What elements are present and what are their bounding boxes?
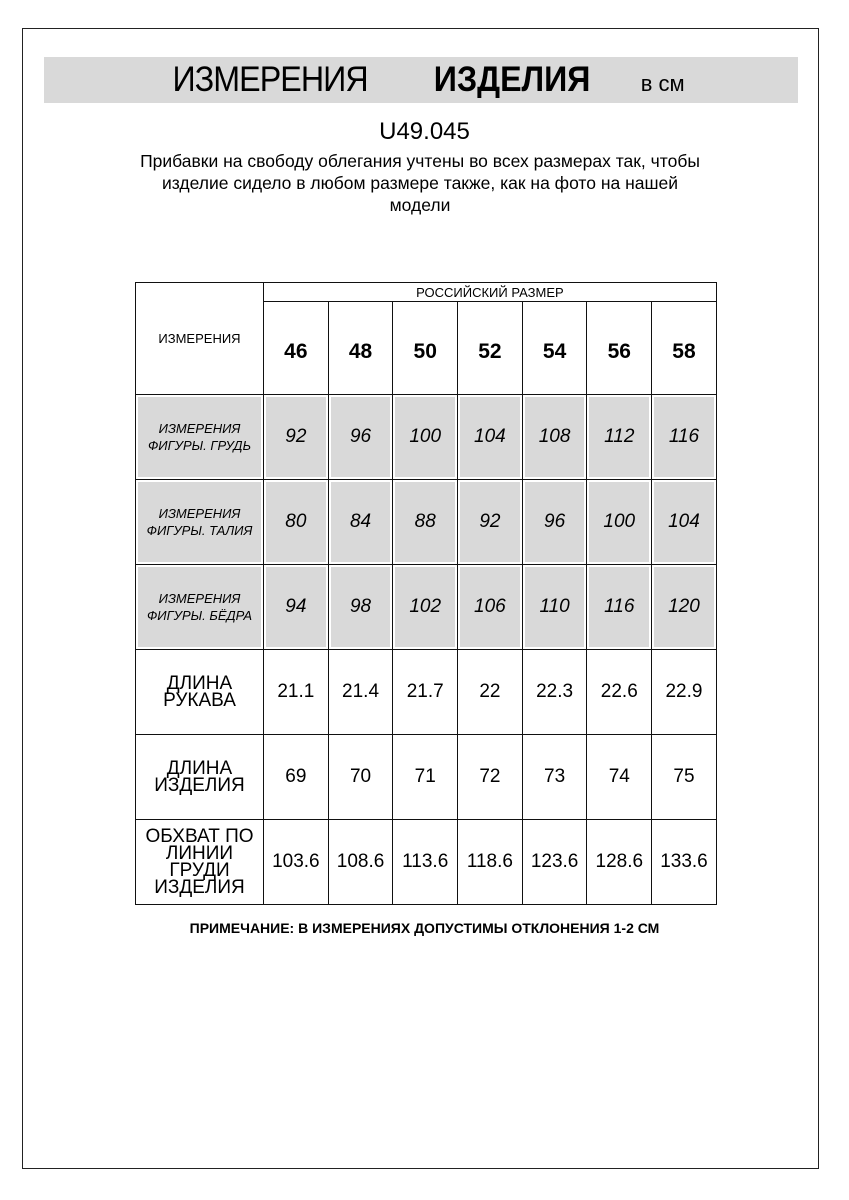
- table-cell: 94: [263, 564, 329, 650]
- table-cell: 92: [457, 479, 523, 565]
- title-band: [44, 57, 798, 103]
- size-table: ИЗМЕРЕНИЯ РОССИЙСКИЙ РАЗМЕР 46 48 50 52 54 56…: [135, 282, 717, 905]
- table-row: ДЛИНА ИЗДЕЛИЯ 69 70 71 72 73 74 75: [135, 734, 717, 820]
- table-cell: 98: [327, 564, 394, 650]
- row-label: ИЗМЕРЕНИЯ ФИГУРЫ. ГРУДЬ: [135, 394, 264, 480]
- table-cell: 118.6: [457, 819, 523, 905]
- size-header: 54: [521, 301, 588, 395]
- table-cell: 92: [263, 394, 329, 480]
- table-cell: 103.6: [263, 819, 329, 905]
- corner-label: ИЗМЕРЕНИЯ: [135, 282, 264, 395]
- size-header: 50: [392, 301, 459, 395]
- table-cell: 104: [651, 479, 717, 565]
- table-cell: 69: [263, 734, 329, 820]
- size-header: 48: [327, 301, 394, 395]
- table-cell: 133.6: [651, 819, 717, 905]
- size-group-label: РОССИЙСКИЙ РАЗМЕР: [263, 282, 717, 302]
- page-title: ИЗМЕРЕНИЯ ИЗДЕЛИЯ в см: [0, 57, 849, 103]
- table-cell: 80: [263, 479, 329, 565]
- page-border: [22, 28, 819, 1169]
- article-code: U49.045: [379, 118, 470, 145]
- size-header: 56: [586, 301, 653, 395]
- table-cell: 112: [586, 394, 653, 480]
- row-label: ОБХВАТ ПО ЛИНИИ ГРУДИ ИЗДЕЛИЯ: [135, 819, 264, 905]
- table-row: ИЗМЕРЕНИЯ ФИГУРЫ. БЁДРА 94 98 102 106 110 116 1…: [135, 564, 717, 650]
- table-cell: 74: [586, 734, 653, 820]
- table-cell: 108: [521, 394, 588, 480]
- table-row: ОБХВАТ ПО ЛИНИИ ГРУДИ ИЗДЕЛИЯ 103.6 108.6 1…: [135, 819, 717, 905]
- row-label: ДЛИНА РУКАВА: [135, 649, 264, 735]
- description: Прибавки на свободу облегания учтены во …: [140, 151, 700, 215]
- table-cell: 116: [651, 394, 717, 480]
- table-cell: 100: [586, 479, 653, 565]
- table-cell: 71: [392, 734, 459, 820]
- table-row: ИЗМЕРЕНИЯ ФИГУРЫ. ГРУДЬ 92 96 100 104 108 112 1…: [135, 394, 717, 480]
- table-cell: 22.9: [651, 649, 717, 735]
- table-cell: 123.6: [521, 819, 588, 905]
- table-cell: 84: [327, 479, 394, 565]
- table-cell: 96: [521, 479, 588, 565]
- table-row: ИЗМЕРЕНИЯ ФИГУРЫ. ТАЛИЯ 80 84 88 92 96 100 104: [135, 479, 717, 565]
- table-cell: 21.1: [263, 649, 329, 735]
- table-cell: 116: [586, 564, 653, 650]
- title-regular: ИЗМЕРЕНИЯ: [172, 60, 369, 99]
- table-cell: 21.4: [327, 649, 394, 735]
- table-cell: 108.6: [327, 819, 394, 905]
- row-label: ИЗМЕРЕНИЯ ФИГУРЫ. ТАЛИЯ: [135, 479, 264, 565]
- table-cell: 70: [327, 734, 394, 820]
- table-row: ДЛИНА РУКАВА 21.1 21.4 21.7 22 22.3 22.6 22.9: [135, 649, 717, 735]
- table-cell: 104: [457, 394, 523, 480]
- table-cell: 120: [651, 564, 717, 650]
- table-cell: 113.6: [392, 819, 459, 905]
- table-cell: 106: [457, 564, 523, 650]
- size-header: 58: [651, 301, 717, 395]
- table-cell: 22: [457, 649, 523, 735]
- table-cell: 128.6: [586, 819, 653, 905]
- table-cell: 75: [651, 734, 717, 820]
- table-cell: 22.6: [586, 649, 653, 735]
- table-cell: 96: [327, 394, 394, 480]
- table-cell: 88: [392, 479, 459, 565]
- note: ПРИМЕЧАНИЕ: В ИЗМЕРЕНИЯХ ДОПУСТИМЫ ОТКЛО…: [189, 920, 660, 936]
- table-cell: 73: [521, 734, 588, 820]
- title-bold: ИЗДЕЛИЯ: [433, 60, 590, 99]
- sizes-row: 46 48 50 52 54 56 58: [136, 301, 717, 395]
- table-cell: 22.3: [521, 649, 588, 735]
- table-cell: 110: [521, 564, 588, 650]
- row-label: ДЛИНА ИЗДЕЛИЯ: [135, 734, 264, 820]
- row-label: ИЗМЕРЕНИЯ ФИГУРЫ. БЁДРА: [135, 564, 264, 650]
- table-cell: 21.7: [392, 649, 459, 735]
- size-header: 46: [263, 301, 329, 395]
- table-cell: 102: [392, 564, 459, 650]
- title-unit: в см: [640, 71, 685, 96]
- table-cell: 100: [392, 394, 459, 480]
- table-cell: 72: [457, 734, 523, 820]
- size-header: 52: [457, 301, 523, 395]
